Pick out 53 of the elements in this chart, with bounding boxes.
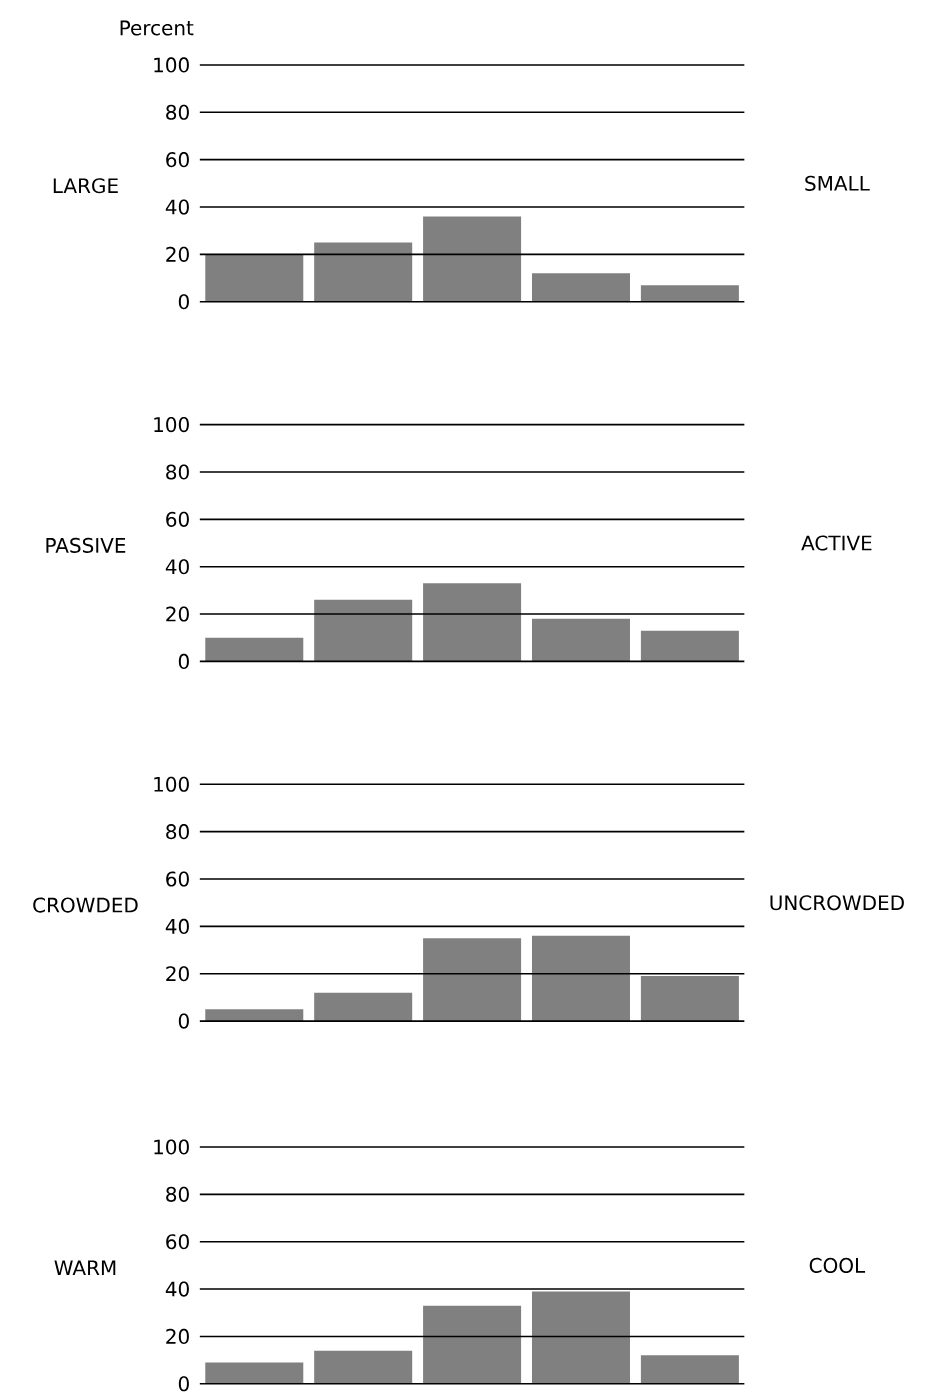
y-tick-label: 0 xyxy=(178,653,189,669)
text: COOL xyxy=(809,1257,865,1273)
bar xyxy=(423,1305,522,1384)
bar xyxy=(531,273,630,302)
bar xyxy=(205,1362,304,1384)
y-tick-label: 20 xyxy=(166,606,189,622)
bar xyxy=(205,254,304,302)
bar xyxy=(314,599,413,662)
text: ACTIVE xyxy=(801,535,872,551)
bar xyxy=(205,637,304,662)
y-tick-label: 20 xyxy=(166,966,189,982)
text: PASSIVE xyxy=(46,537,126,553)
y-tick-label: 80 xyxy=(166,824,189,840)
bar xyxy=(314,1350,413,1384)
y-tick-label: 0 xyxy=(178,294,189,310)
bar xyxy=(531,1291,630,1384)
y-tick-label: 60 xyxy=(166,152,189,168)
y-tick-label: 60 xyxy=(166,511,189,527)
bar xyxy=(314,242,413,302)
bar xyxy=(205,1009,304,1022)
y-tick-label: 100 xyxy=(154,776,189,792)
text: WARM xyxy=(54,1260,116,1276)
y-tick-label: 40 xyxy=(165,918,189,934)
y-tick-label: 100 xyxy=(154,417,189,433)
y-tick-label: 0 xyxy=(178,1376,189,1392)
y-tick-label: 40 xyxy=(165,559,189,575)
y-tick-label: 80 xyxy=(166,1186,189,1202)
text: UNCROWDED xyxy=(770,895,904,911)
y-tick-label: 40 xyxy=(165,199,189,215)
text: SMALL xyxy=(805,175,870,191)
bar xyxy=(423,583,522,662)
y-tick-label: 60 xyxy=(166,871,189,887)
bar xyxy=(531,618,630,662)
bar xyxy=(531,935,630,1022)
y-tick-label: 60 xyxy=(166,1234,189,1250)
y-axis-title: Percent xyxy=(120,20,194,36)
text: CROWDED xyxy=(33,897,138,913)
bar xyxy=(423,216,522,302)
bar xyxy=(314,992,413,1022)
y-tick-label: 40 xyxy=(165,1281,189,1297)
bar xyxy=(423,938,522,1022)
bar xyxy=(640,630,739,662)
y-tick-label: 100 xyxy=(154,57,189,73)
y-tick-label: 20 xyxy=(166,246,189,262)
text: LARGE xyxy=(53,178,118,194)
bar xyxy=(640,285,739,302)
bar xyxy=(640,1355,739,1384)
y-tick-label: 80 xyxy=(166,104,189,120)
y-tick-label: 0 xyxy=(178,1013,189,1029)
y-tick-label: 100 xyxy=(154,1139,189,1155)
y-tick-label: 20 xyxy=(166,1328,189,1344)
bar xyxy=(640,976,739,1022)
y-tick-label: 80 xyxy=(166,464,189,480)
